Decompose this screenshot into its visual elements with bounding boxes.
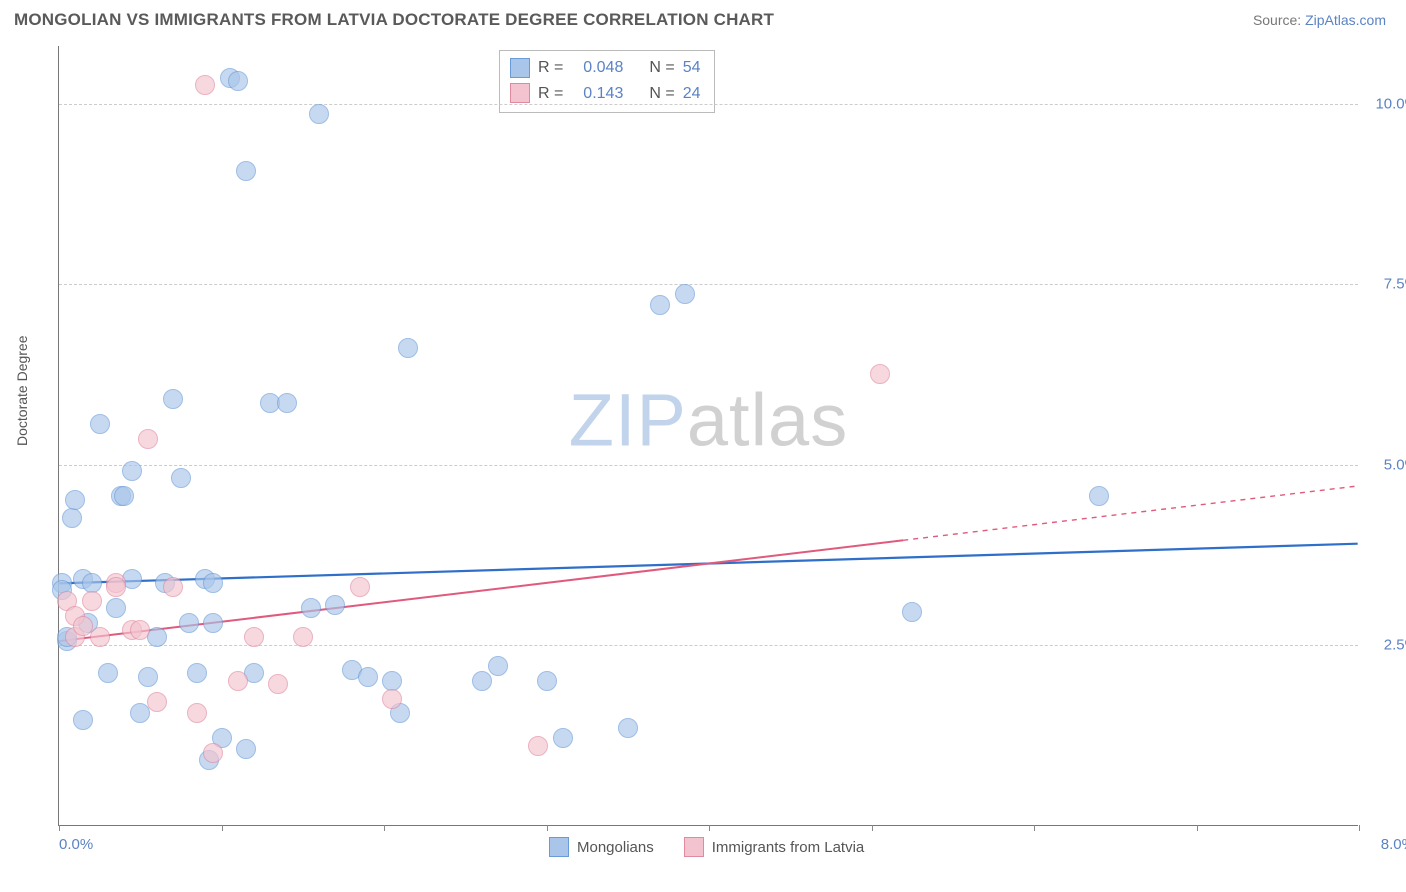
- legend-swatch: [510, 83, 530, 103]
- y-tick-label: 7.5%: [1384, 276, 1406, 293]
- data-point: [650, 295, 670, 315]
- data-point: [138, 667, 158, 687]
- stats-row: R =0.048N = 54: [510, 55, 700, 81]
- x-tick: [1197, 825, 1198, 831]
- source-link[interactable]: ZipAtlas.com: [1305, 12, 1386, 28]
- data-point: [618, 718, 638, 738]
- legend-swatch: [510, 58, 530, 78]
- chart-title: MONGOLIAN VS IMMIGRANTS FROM LATVIA DOCT…: [14, 10, 774, 30]
- x-tick: [1034, 825, 1035, 831]
- data-point: [114, 486, 134, 506]
- data-point: [382, 689, 402, 709]
- data-point: [171, 468, 191, 488]
- x-tick-label: 8.0%: [1381, 836, 1406, 853]
- data-point: [62, 508, 82, 528]
- data-point: [398, 338, 418, 358]
- data-point: [82, 573, 102, 593]
- data-point: [163, 389, 183, 409]
- data-point: [90, 414, 110, 434]
- data-point: [236, 739, 256, 759]
- data-point: [130, 620, 150, 640]
- data-point: [537, 671, 557, 691]
- data-point: [902, 602, 922, 622]
- chart-container: Doctorate Degree ZIPatlas R =0.048N = 54…: [48, 46, 1388, 846]
- data-point: [82, 591, 102, 611]
- gridline: [59, 284, 1358, 285]
- data-point: [106, 577, 126, 597]
- x-tick: [872, 825, 873, 831]
- data-point: [179, 613, 199, 633]
- data-point: [195, 75, 215, 95]
- data-point: [187, 703, 207, 723]
- x-tick: [222, 825, 223, 831]
- data-point: [138, 429, 158, 449]
- legend-swatch: [549, 837, 569, 857]
- y-tick-label: 5.0%: [1384, 456, 1406, 473]
- data-point: [65, 490, 85, 510]
- data-point: [90, 627, 110, 647]
- data-point: [106, 598, 126, 618]
- data-point: [277, 393, 297, 413]
- data-point: [325, 595, 345, 615]
- data-point: [147, 692, 167, 712]
- data-point: [122, 461, 142, 481]
- data-point: [358, 667, 378, 687]
- data-point: [309, 104, 329, 124]
- y-tick-label: 10.0%: [1375, 95, 1406, 112]
- data-point: [228, 71, 248, 91]
- legend-item: Immigrants from Latvia: [684, 837, 865, 857]
- data-point: [553, 728, 573, 748]
- y-axis-label: Doctorate Degree: [14, 335, 30, 446]
- x-tick: [709, 825, 710, 831]
- data-point: [382, 671, 402, 691]
- bottom-legend: Mongolians Immigrants from Latvia: [549, 837, 864, 857]
- data-point: [228, 671, 248, 691]
- data-point: [203, 613, 223, 633]
- data-point: [675, 284, 695, 304]
- data-point: [528, 736, 548, 756]
- data-point: [472, 671, 492, 691]
- data-point: [236, 161, 256, 181]
- y-tick-label: 2.5%: [1384, 637, 1406, 654]
- data-point: [293, 627, 313, 647]
- data-point: [268, 674, 288, 694]
- gridline: [59, 465, 1358, 466]
- x-tick: [59, 825, 60, 831]
- gridline: [59, 104, 1358, 105]
- data-point: [98, 663, 118, 683]
- data-point: [244, 627, 264, 647]
- data-point: [187, 663, 207, 683]
- data-point: [870, 364, 890, 384]
- data-point: [1089, 486, 1109, 506]
- data-point: [301, 598, 321, 618]
- data-point: [163, 577, 183, 597]
- watermark: ZIPatlas: [569, 377, 848, 462]
- x-tick: [547, 825, 548, 831]
- trend-lines: [59, 46, 1358, 825]
- data-point: [203, 573, 223, 593]
- data-point: [73, 710, 93, 730]
- x-tick: [384, 825, 385, 831]
- x-tick-label: 0.0%: [59, 836, 93, 853]
- data-point: [488, 656, 508, 676]
- plot-area: ZIPatlas R =0.048N = 54R =0.143N = 24 Mo…: [58, 46, 1358, 826]
- legend-swatch: [684, 837, 704, 857]
- data-point: [350, 577, 370, 597]
- source-attribution: Source: ZipAtlas.com: [1253, 12, 1386, 28]
- stats-row: R =0.143N = 24: [510, 81, 700, 107]
- legend-item: Mongolians: [549, 837, 654, 857]
- data-point: [203, 743, 223, 763]
- x-tick: [1359, 825, 1360, 831]
